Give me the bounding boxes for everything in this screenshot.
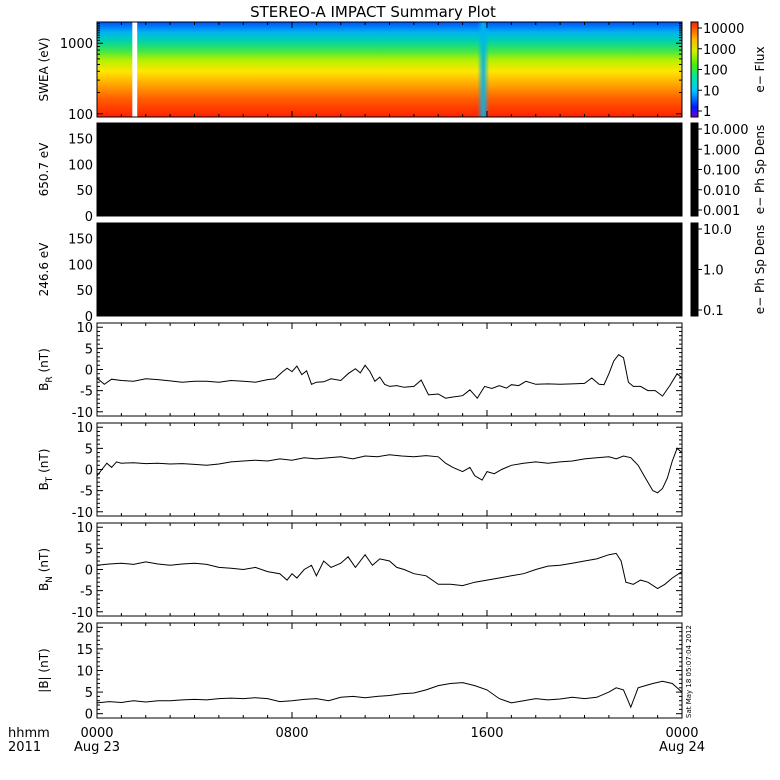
y-tick-label: 0 <box>85 464 93 479</box>
colorbar-tick-label: 10 <box>703 84 720 99</box>
panel-pad246: 150 100 50 0 10.0 1.0 0.1 e− Ph Sp Dens 246.6 eV <box>37 222 767 325</box>
y-tick-label: 0 <box>85 210 93 225</box>
colorbar-label: e− Ph Sp Dens <box>753 225 767 314</box>
panel-frame <box>96 222 683 317</box>
y-tick-label: 20 <box>76 621 93 636</box>
colorbar-tick-label: 1.000 <box>703 143 740 158</box>
panel-frame <box>96 522 683 617</box>
generation-stamp: Sat May 18 05:07:04 2012 <box>685 625 693 718</box>
panel-swea: 100 1000 10000 1000 100 10 1 e− Flux SWEA (eV) <box>37 21 767 123</box>
y-tick-label: -10 <box>72 506 93 521</box>
y-tick-label: 1000 <box>60 37 93 52</box>
y-axis-label: 246.6 eV <box>37 242 51 297</box>
y-tick-label: 0 <box>85 564 93 579</box>
panel-frame <box>96 622 683 719</box>
panel-bt: 10 5 0 -5 -10 BT (nT) <box>37 421 683 521</box>
y-tick-label: -5 <box>80 585 93 600</box>
y-tick-label: 0 <box>85 364 93 379</box>
colorbar-label: e− Flux <box>753 46 767 92</box>
colorbar-tick-label: 100 <box>703 64 728 79</box>
x-prefix-year: 2011 <box>8 740 41 755</box>
y-tick-label: -5 <box>80 385 93 400</box>
y-tick-label: 50 <box>76 284 93 299</box>
y-tick-label: 5 <box>85 342 93 357</box>
panel-pad650: 150 100 50 0 10.000 1.000 0.100 0.010 0.001 e− Ph… <box>37 122 767 225</box>
y-tick-label: 5 <box>85 542 93 557</box>
x-tick-label-1: 0800 <box>275 726 308 741</box>
colorbar-tick-label: 0.010 <box>703 184 740 199</box>
y-tick-label: 15 <box>76 643 93 658</box>
y-tick-label: -10 <box>72 606 93 621</box>
panel-frame <box>96 422 683 517</box>
y-tick-label: 100 <box>68 108 93 123</box>
chart-title: STEREO-A IMPACT Summary Plot <box>250 3 496 21</box>
x-tick-label-0: 0000 <box>80 726 113 741</box>
colorbar-tick-label: 0.100 <box>703 164 740 179</box>
y-tick-label: 150 <box>68 233 93 248</box>
y-tick-label: 10 <box>76 521 93 536</box>
y-tick-label: -5 <box>80 485 93 500</box>
panel-bn: 10 5 0 -5 -10 BN (nT) <box>37 521 683 621</box>
x-tick-label-2: 1600 <box>470 726 503 741</box>
y-axis-label: SWEA (eV) <box>37 37 51 101</box>
panel-frame <box>96 122 683 217</box>
colorbar-tick-label: 10.0 <box>703 223 732 238</box>
panel-frame <box>96 322 683 417</box>
x-axis: hhmm 2011 0000 0800 1600 0000 Aug 23 Aug… <box>8 726 705 755</box>
y-tick-label: 0 <box>85 310 93 325</box>
colorbar-tick-label: 1.0 <box>703 264 724 279</box>
y-tick-label: -10 <box>72 406 93 421</box>
colorbar <box>690 122 699 217</box>
series-line-br <box>96 354 683 400</box>
series-line-bt <box>96 447 683 494</box>
colorbar-tick-label: 1000 <box>703 43 736 58</box>
y-tick-label: 150 <box>68 133 93 148</box>
colorbar-tick-label: 10.000 <box>703 123 749 138</box>
colorbar-tick-label: 0.001 <box>703 204 740 219</box>
y-tick-label: 5 <box>85 442 93 457</box>
y-axis-label: |B| (nT) <box>37 648 51 692</box>
panel-br: 10 5 0 -5 -10 BR (nT) <box>37 321 683 421</box>
swea-data-gap <box>132 22 138 117</box>
y-axis-label: BT (nT) <box>37 449 55 491</box>
colorbar-tick-label: 0.1 <box>703 304 724 319</box>
colorbar-tick-label: 10000 <box>703 22 744 37</box>
panel-bmag: 20 15 10 5 0 |B| (nT) <box>37 621 683 723</box>
y-tick-label: 5 <box>85 686 93 701</box>
y-tick-label: 100 <box>68 258 93 273</box>
y-axis-label: BR (nT) <box>37 348 55 391</box>
x-date-label-0: Aug 23 <box>74 740 120 755</box>
swea-spectrogram <box>97 22 682 117</box>
panel-frame <box>96 21 683 118</box>
colorbar <box>690 222 699 317</box>
y-tick-label: 50 <box>76 184 93 199</box>
y-axis-label: 650.7 eV <box>37 142 51 197</box>
colorbar-tick-label: 1 <box>703 105 711 120</box>
series-line-bn <box>96 552 683 590</box>
colorbar-label: e− Ph Sp Dens <box>753 125 767 214</box>
series-line-bmag <box>96 680 683 709</box>
y-tick-label: 10 <box>76 665 93 680</box>
x-prefix-hhmm: hhmm <box>8 726 50 741</box>
y-tick-label: 10 <box>76 421 93 436</box>
y-tick-label: 10 <box>76 321 93 336</box>
pitch-angle-spectrogram <box>97 223 682 316</box>
y-axis-label: BN (nT) <box>37 548 55 591</box>
pitch-angle-spectrogram <box>97 123 682 216</box>
x-tick-label-3: 0000 <box>665 726 698 741</box>
x-date-label-1: Aug 24 <box>659 740 705 755</box>
y-tick-label: 100 <box>68 158 93 173</box>
colorbar <box>690 21 699 118</box>
y-tick-label: 0 <box>85 708 93 723</box>
swea-dropout <box>477 22 490 117</box>
